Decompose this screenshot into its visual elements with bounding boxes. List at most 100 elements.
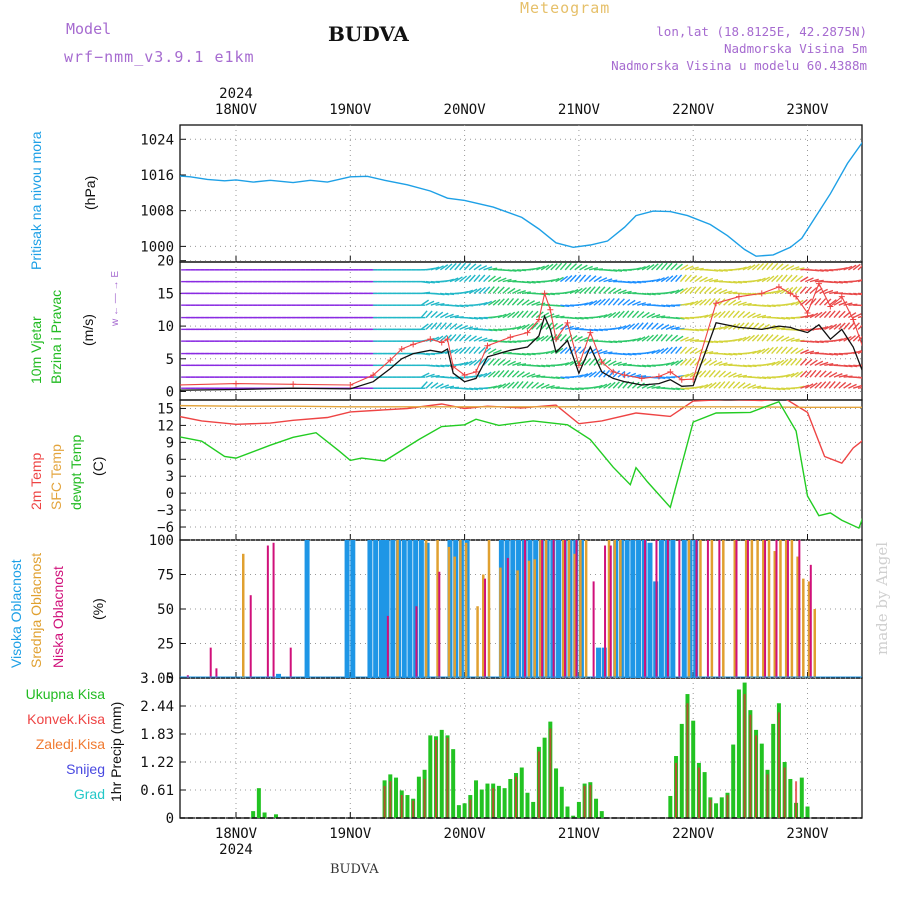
wind-barb: [809, 278, 819, 283]
wind-barb: [785, 316, 796, 320]
wind-barb: [699, 328, 709, 332]
wind-barb: [684, 286, 693, 294]
model-name: wrf−nmm_v3.9.1 e1km: [64, 48, 255, 66]
precip-bar-total: [428, 735, 433, 818]
panel-frame-pressure: [179, 124, 863, 263]
precip-bar-convective: [709, 799, 712, 818]
wind-gust-point: [775, 283, 782, 290]
wind-barb: [670, 334, 679, 342]
wind-barb: [852, 263, 861, 271]
cloud-bar-low: [746, 540, 749, 678]
wind-barb: [756, 323, 765, 330]
wind-barb: [660, 262, 668, 271]
wind-barb: [857, 350, 862, 355]
y-tick-label-precip: 1.22: [140, 755, 174, 771]
wind-barb: [838, 310, 846, 319]
wind-barb: [536, 364, 546, 368]
cloud-bar-mid: [482, 574, 485, 678]
precip-bar-convective: [515, 776, 518, 818]
wind-barb: [699, 384, 709, 389]
wind-barb: [742, 302, 752, 306]
wind-barb: [507, 311, 516, 319]
wind-gust-point: [667, 368, 674, 375]
wind-barb: [670, 289, 680, 295]
bottom-day-label: 22NOV: [672, 826, 715, 842]
wind-barb: [824, 324, 833, 330]
wind-barb: [723, 352, 733, 356]
wind-barb: [689, 300, 699, 306]
wind-barb: [848, 303, 858, 306]
cloud-bar-high: [681, 540, 687, 678]
wind-barb: [464, 289, 474, 295]
precip-bar-total: [714, 803, 719, 818]
wind-barb: [569, 387, 579, 391]
wind-gust-point: [564, 319, 571, 326]
cloud-bar-high: [670, 540, 676, 678]
wind-barb: [598, 277, 608, 283]
wind-barb: [598, 314, 608, 319]
wind-barb: [814, 287, 823, 294]
wind-gust-point: [621, 372, 628, 379]
wind-barb: [699, 276, 708, 283]
wind-barb: [800, 276, 809, 283]
wind-gust-point: [507, 334, 514, 341]
wind-barb: [511, 370, 520, 378]
precip-bar-convective: [469, 799, 472, 818]
wind-barb: [511, 298, 520, 306]
wind-barb: [723, 290, 733, 295]
wind-barb: [641, 322, 649, 330]
wind-barb: [660, 347, 669, 355]
wind-barb: [454, 304, 464, 308]
wind-barb: [473, 274, 481, 283]
wind-barb: [574, 335, 583, 342]
y-tick-label-precip: 3.05: [140, 671, 174, 687]
wind-barb: [430, 336, 440, 342]
wind-barb: [655, 323, 664, 330]
wind-barb: [574, 387, 584, 391]
wind-barb: [612, 381, 620, 389]
pressure-line: [180, 141, 862, 257]
wind-barb: [651, 263, 659, 271]
wind-barb: [583, 358, 591, 366]
wind-barb: [708, 359, 718, 366]
cloud-bar-mid: [607, 540, 611, 678]
wind-barb: [449, 376, 459, 380]
wind-barb: [598, 286, 606, 294]
wind-barb: [454, 276, 463, 283]
wind-barb: [689, 286, 697, 294]
wind-barb: [593, 276, 602, 283]
wind-barb: [723, 381, 731, 389]
wind-barb: [492, 298, 501, 306]
wind-barb: [507, 297, 515, 306]
precip-bar-total: [759, 743, 764, 818]
wind-barb: [545, 349, 555, 355]
wind-barb: [655, 262, 664, 271]
wind-barb: [425, 373, 435, 378]
wind-barb: [757, 386, 767, 389]
wind-barb: [540, 322, 548, 330]
wind-barb: [492, 276, 502, 283]
wind-barb: [780, 358, 789, 366]
wind-barb: [483, 371, 492, 378]
temp-line-2m: [180, 400, 862, 465]
wind-barb: [492, 358, 500, 366]
wind-barb: [603, 351, 613, 355]
wind-barb: [799, 370, 808, 378]
wind-gust-point: [541, 290, 548, 297]
wind-barb: [781, 374, 791, 378]
precip-bar-total: [691, 720, 696, 818]
wind-gust-point: [370, 372, 377, 379]
cloud-bar-low: [809, 564, 812, 678]
wind-barb: [847, 335, 856, 342]
wind-barb: [468, 335, 477, 342]
wind-barb: [848, 264, 857, 271]
wind-barb: [588, 286, 596, 294]
wind-barb: [852, 349, 862, 355]
wind-barb: [785, 346, 793, 355]
y-tick-label-temperature: −6: [157, 520, 174, 536]
wind-barb: [665, 262, 673, 271]
temp-line-dewpt: [180, 400, 862, 530]
legend-total-precip: Ukupna Kisa: [25, 686, 105, 702]
wind-barb: [588, 275, 597, 283]
wind-barb: [612, 370, 621, 378]
